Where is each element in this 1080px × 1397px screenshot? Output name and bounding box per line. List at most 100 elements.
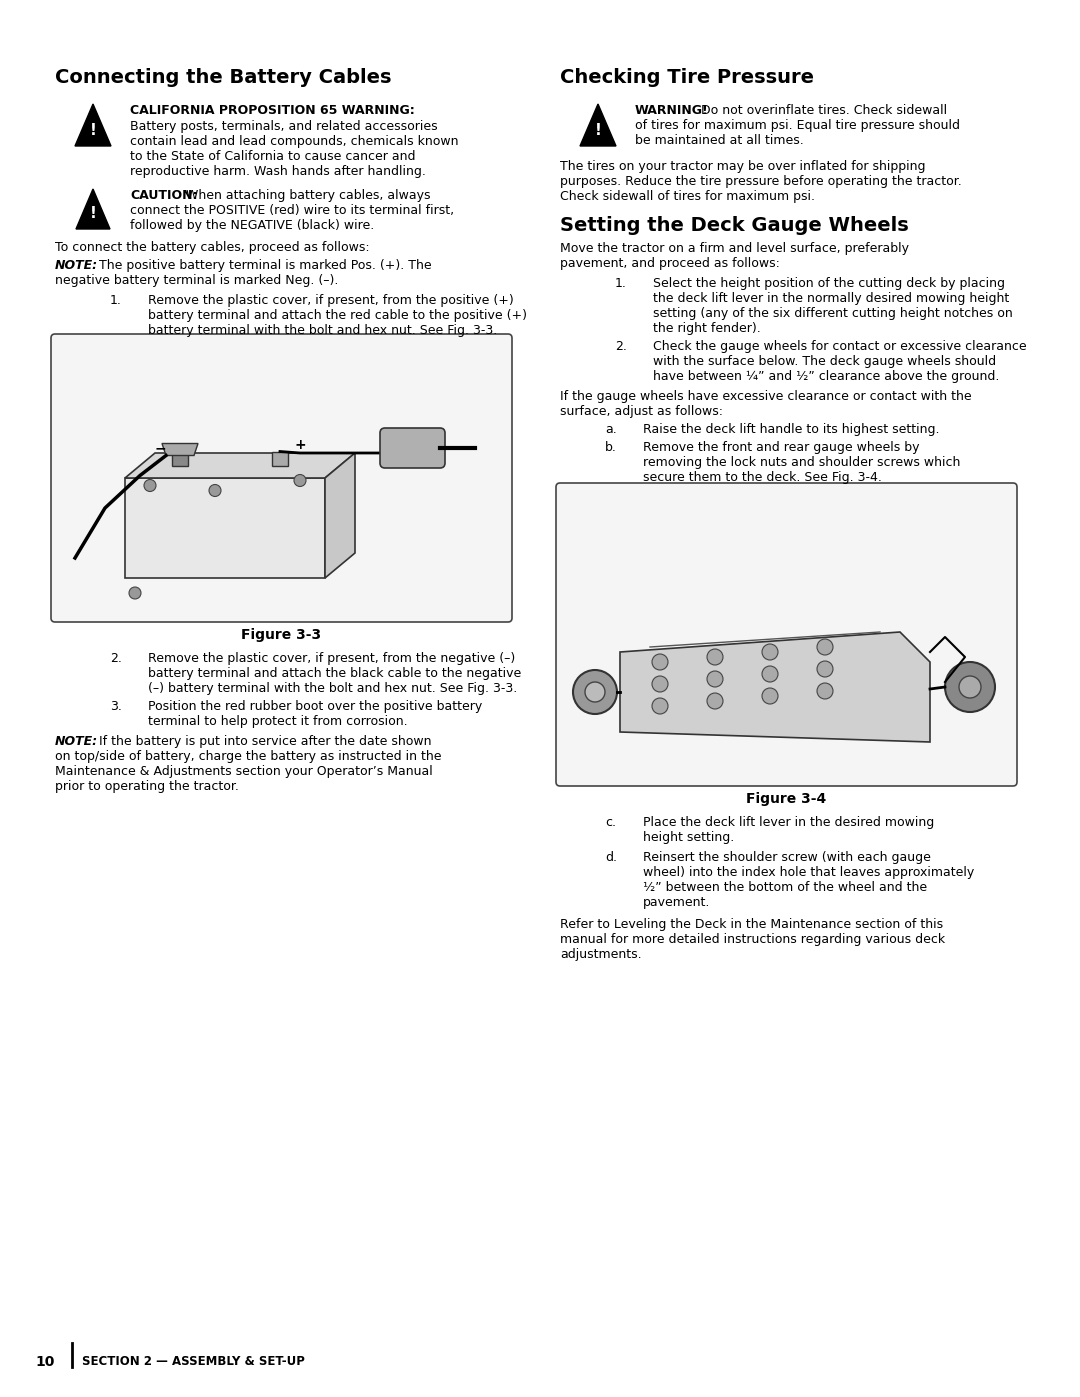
Circle shape: [762, 687, 778, 704]
Text: NOTE:: NOTE:: [55, 735, 98, 747]
Text: adjustments.: adjustments.: [561, 949, 642, 961]
Text: To connect the battery cables, proceed as follows:: To connect the battery cables, proceed a…: [55, 242, 369, 254]
Text: 1.: 1.: [110, 293, 122, 307]
Text: on top/side of battery, charge the battery as instructed in the: on top/side of battery, charge the batte…: [55, 750, 442, 763]
Text: battery terminal and attach the red cable to the positive (+): battery terminal and attach the red cabl…: [148, 309, 527, 321]
Text: CAUTION:: CAUTION:: [130, 189, 198, 203]
Text: the deck lift lever in the normally desired mowing height: the deck lift lever in the normally desi…: [653, 292, 1009, 305]
Circle shape: [762, 666, 778, 682]
Text: Figure 3-3: Figure 3-3: [241, 629, 321, 643]
Polygon shape: [75, 103, 111, 147]
Text: The positive battery terminal is marked Pos. (+). The: The positive battery terminal is marked …: [95, 258, 432, 272]
Text: Connecting the Battery Cables: Connecting the Battery Cables: [55, 68, 391, 87]
Text: connect the POSITIVE (red) wire to its terminal first,: connect the POSITIVE (red) wire to its t…: [130, 204, 454, 217]
Circle shape: [959, 676, 981, 698]
Text: If the gauge wheels have excessive clearance or contact with the: If the gauge wheels have excessive clear…: [561, 390, 972, 402]
Circle shape: [652, 654, 669, 671]
Text: Check sidewall of tires for maximum psi.: Check sidewall of tires for maximum psi.: [561, 190, 815, 203]
Text: Battery posts, terminals, and related accessories: Battery posts, terminals, and related ac…: [130, 120, 437, 133]
FancyBboxPatch shape: [380, 427, 445, 468]
Text: NOTE:: NOTE:: [55, 258, 98, 272]
Text: reproductive harm. Wash hands after handling.: reproductive harm. Wash hands after hand…: [130, 165, 426, 177]
Text: secure them to the deck. See Fig. 3-4.: secure them to the deck. See Fig. 3-4.: [643, 471, 882, 483]
Text: b.: b.: [605, 441, 617, 454]
Circle shape: [945, 662, 995, 712]
Text: wheel) into the index hole that leaves approximately: wheel) into the index hole that leaves a…: [643, 866, 974, 879]
Text: setting (any of the six different cutting height notches on: setting (any of the six different cuttin…: [653, 307, 1013, 320]
Polygon shape: [620, 631, 930, 742]
Polygon shape: [272, 451, 288, 465]
Text: If the battery is put into service after the date shown: If the battery is put into service after…: [95, 735, 432, 747]
Text: surface, adjust as follows:: surface, adjust as follows:: [561, 405, 723, 418]
Text: WARNING!: WARNING!: [635, 103, 708, 117]
Text: 10: 10: [36, 1355, 55, 1369]
Text: Setting the Deck Gauge Wheels: Setting the Deck Gauge Wheels: [561, 217, 908, 235]
Text: Maintenance & Adjustments section your Operator’s Manual: Maintenance & Adjustments section your O…: [55, 766, 433, 778]
Text: !: !: [595, 123, 602, 137]
Text: Move the tractor on a firm and level surface, preferably: Move the tractor on a firm and level sur…: [561, 242, 909, 256]
Text: of tires for maximum psi. Equal tire pressure should: of tires for maximum psi. Equal tire pre…: [635, 119, 960, 131]
FancyBboxPatch shape: [556, 483, 1017, 787]
Text: the right fender).: the right fender).: [653, 321, 760, 335]
Circle shape: [652, 698, 669, 714]
Polygon shape: [162, 443, 198, 455]
Text: removing the lock nuts and shoulder screws which: removing the lock nuts and shoulder scre…: [643, 455, 960, 469]
Polygon shape: [172, 451, 188, 465]
Circle shape: [294, 475, 306, 486]
Text: CALIFORNIA PROPOSITION 65 WARNING:: CALIFORNIA PROPOSITION 65 WARNING:: [130, 103, 415, 117]
Text: SECTION 2 — ASSEMBLY & SET-UP: SECTION 2 — ASSEMBLY & SET-UP: [82, 1355, 305, 1368]
Circle shape: [816, 638, 833, 655]
Text: !: !: [90, 207, 96, 221]
Text: 2.: 2.: [615, 339, 626, 353]
Polygon shape: [580, 103, 616, 147]
Text: contain lead and lead compounds, chemicals known: contain lead and lead compounds, chemica…: [130, 136, 459, 148]
Text: Remove the front and rear gauge wheels by: Remove the front and rear gauge wheels b…: [643, 441, 919, 454]
Text: 3.: 3.: [110, 700, 122, 712]
Text: Checking Tire Pressure: Checking Tire Pressure: [561, 68, 814, 87]
Circle shape: [816, 683, 833, 698]
Circle shape: [707, 650, 723, 665]
Text: purposes. Reduce the tire pressure before operating the tractor.: purposes. Reduce the tire pressure befor…: [561, 175, 962, 189]
Circle shape: [585, 682, 605, 703]
Text: be maintained at all times.: be maintained at all times.: [635, 134, 804, 147]
Circle shape: [210, 485, 221, 496]
Text: Select the height position of the cutting deck by placing: Select the height position of the cuttin…: [653, 277, 1005, 291]
Text: Refer to Leveling the Deck in the Maintenance section of this: Refer to Leveling the Deck in the Mainte…: [561, 918, 943, 930]
Text: (–) battery terminal with the bolt and hex nut. See Fig. 3-3.: (–) battery terminal with the bolt and h…: [148, 682, 517, 694]
Text: +: +: [294, 439, 306, 453]
Polygon shape: [125, 478, 325, 578]
Text: negative battery terminal is marked Neg. (–).: negative battery terminal is marked Neg.…: [55, 274, 338, 286]
Text: prior to operating the tractor.: prior to operating the tractor.: [55, 780, 239, 793]
Text: 2.: 2.: [110, 652, 122, 665]
Text: The tires on your tractor may be over inflated for shipping: The tires on your tractor may be over in…: [561, 161, 926, 173]
Text: with the surface below. The deck gauge wheels should: with the surface below. The deck gauge w…: [653, 355, 996, 367]
Circle shape: [762, 644, 778, 659]
Circle shape: [573, 671, 617, 714]
Circle shape: [707, 671, 723, 687]
Circle shape: [652, 676, 669, 692]
Text: Place the deck lift lever in the desired mowing: Place the deck lift lever in the desired…: [643, 816, 934, 828]
Text: When attaching battery cables, always: When attaching battery cables, always: [183, 189, 431, 203]
Text: 1.: 1.: [615, 277, 626, 291]
Text: Remove the plastic cover, if present, from the positive (+): Remove the plastic cover, if present, fr…: [148, 293, 514, 307]
Text: followed by the NEGATIVE (black) wire.: followed by the NEGATIVE (black) wire.: [130, 219, 375, 232]
Text: ½” between the bottom of the wheel and the: ½” between the bottom of the wheel and t…: [643, 882, 927, 894]
Circle shape: [144, 479, 156, 492]
FancyBboxPatch shape: [51, 334, 512, 622]
Text: Reinsert the shoulder screw (with each gauge: Reinsert the shoulder screw (with each g…: [643, 851, 931, 863]
Text: height setting.: height setting.: [643, 831, 734, 844]
Text: d.: d.: [605, 851, 617, 863]
Text: have between ¼” and ½” clearance above the ground.: have between ¼” and ½” clearance above t…: [653, 370, 999, 383]
Circle shape: [129, 587, 141, 599]
Polygon shape: [76, 189, 110, 229]
Text: !: !: [90, 123, 96, 137]
Text: Figure 3-4: Figure 3-4: [746, 792, 826, 806]
Text: Do not overinflate tires. Check sidewall: Do not overinflate tires. Check sidewall: [697, 103, 947, 117]
Text: Check the gauge wheels for contact or excessive clearance: Check the gauge wheels for contact or ex…: [653, 339, 1027, 353]
Text: Position the red rubber boot over the positive battery: Position the red rubber boot over the po…: [148, 700, 483, 712]
Text: to the State of California to cause cancer and: to the State of California to cause canc…: [130, 149, 416, 163]
Text: Raise the deck lift handle to its highest setting.: Raise the deck lift handle to its highes…: [643, 423, 940, 436]
Text: pavement, and proceed as follows:: pavement, and proceed as follows:: [561, 257, 780, 270]
Polygon shape: [325, 453, 355, 578]
Text: pavement.: pavement.: [643, 895, 711, 909]
